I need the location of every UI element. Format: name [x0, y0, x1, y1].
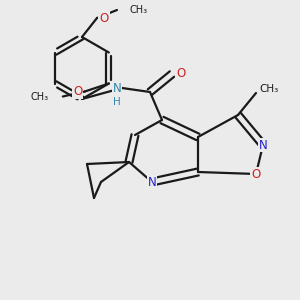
Text: N: N	[112, 82, 122, 94]
Text: N: N	[148, 176, 156, 188]
Text: O: O	[176, 68, 186, 80]
Text: H: H	[113, 97, 121, 107]
Text: O: O	[251, 167, 261, 181]
Text: O: O	[73, 85, 83, 98]
Text: N: N	[259, 139, 267, 152]
Text: CH₃: CH₃	[31, 92, 49, 101]
Text: CH₃: CH₃	[130, 5, 148, 15]
Text: CH₃: CH₃	[260, 84, 279, 94]
Text: O: O	[99, 11, 109, 25]
